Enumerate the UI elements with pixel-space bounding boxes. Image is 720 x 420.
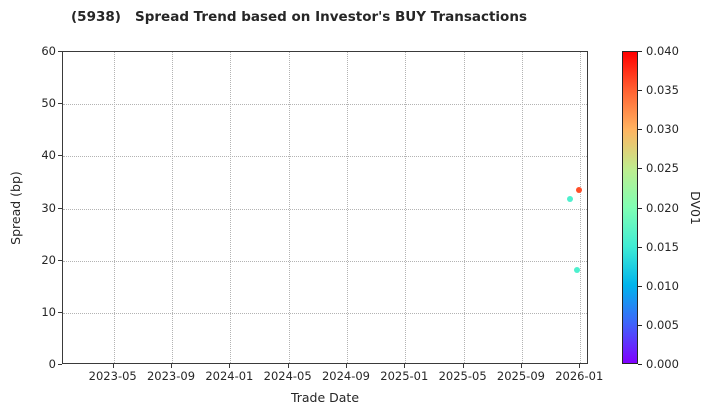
x-axis-title: Trade Date [290,390,360,405]
data-point [575,187,582,194]
y-tick-label: 40 [41,148,56,163]
x-tick-mark [229,364,231,368]
plot-area [62,51,588,364]
data-point [567,196,574,203]
x-tick-label: 2023-05 [88,369,137,383]
colorbar-tick-label: 0.020 [646,200,679,215]
x-tick-label: 2024-05 [263,369,312,383]
colorbar-tick-label: 0.015 [646,239,679,254]
v-gridline [288,52,290,363]
y-tick-label: 10 [41,304,56,319]
y-tick-mark [58,155,62,157]
y-tick-label: 30 [41,200,56,215]
x-tick-label: 2025-09 [496,369,545,383]
x-tick-label: 2026-01 [555,369,604,383]
x-tick-mark [404,364,406,368]
x-tick-mark [462,364,464,368]
y-tick-mark [58,311,62,313]
colorbar-tick-mark [638,364,642,365]
x-tick-mark [345,364,347,368]
h-gridline [63,104,587,106]
h-gridline [63,260,587,262]
x-tick-mark [171,364,173,368]
y-tick-label: 50 [41,96,56,111]
colorbar-tick-label: 0.030 [646,122,679,137]
colorbar-tick-label: 0.035 [646,83,679,98]
x-tick-mark [520,364,522,368]
chart-title: (5938) Spread Trend based on Investor's … [71,9,527,25]
v-gridline [113,52,115,363]
colorbar-tick-label: 0.010 [646,278,679,293]
x-tick-label: 2025-01 [380,369,429,383]
h-gridline [63,208,587,210]
colorbar-tick-mark [638,51,642,52]
y-tick-mark [58,259,62,261]
colorbar-tick-mark [638,207,642,209]
colorbar-tick-mark [638,324,642,326]
y-tick-label: 60 [41,44,56,58]
h-gridline [63,312,587,314]
v-gridline [405,52,407,363]
v-gridline [580,52,582,363]
y-tick-mark [58,364,62,365]
v-gridline [463,52,465,363]
v-gridline [230,52,232,363]
v-gridline [521,52,523,363]
y-tick-mark [58,51,62,52]
data-point [573,266,580,273]
x-tick-mark [112,364,114,368]
colorbar-tick-mark [638,168,642,170]
colorbar-tick-label: 0.040 [646,44,679,58]
colorbar-tick-label: 0.025 [646,161,679,176]
y-tick-label: 20 [41,252,56,267]
x-tick-label: 2024-09 [321,369,371,383]
colorbar-tick-mark [638,246,642,248]
y-tick-label: 0 [48,357,56,371]
colorbar-tick-label: 0.000 [646,357,679,371]
colorbar-tick-label: 0.005 [646,317,679,332]
y-tick-mark [58,103,62,105]
v-gridline [346,52,348,363]
colorbar-tick-mark [638,90,642,92]
y-tick-mark [58,207,62,209]
x-tick-mark [287,364,289,368]
colorbar [622,51,638,364]
h-gridline [63,156,587,158]
colorbar-title: DV01 [688,191,703,225]
x-tick-mark [579,364,581,368]
x-tick-label: 2023-09 [146,369,196,383]
colorbar-tick-mark [638,129,642,131]
x-tick-label: 2024-01 [205,369,254,383]
x-tick-label: 2025-05 [438,369,487,383]
colorbar-tick-mark [638,285,642,287]
v-gridline [172,52,174,363]
